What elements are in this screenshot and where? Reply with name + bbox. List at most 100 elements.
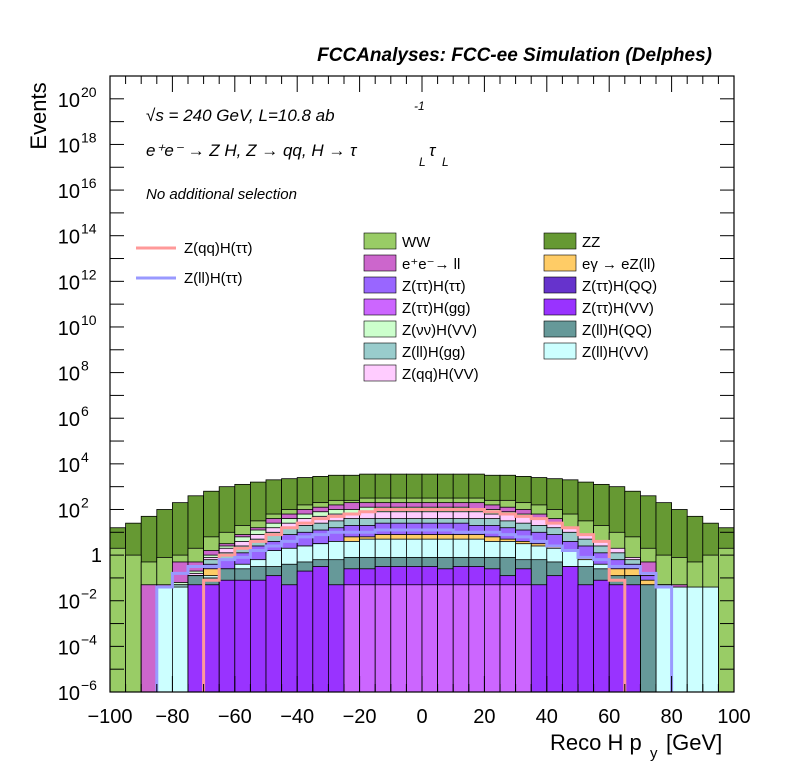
legend-swatch xyxy=(363,320,397,338)
x-axis-title-sub: y xyxy=(650,745,658,762)
y-tick-exponent: 4 xyxy=(81,449,89,465)
bar-Ztautau_HVV xyxy=(187,584,204,693)
bar-Ztautau_Hgg xyxy=(390,584,407,693)
y-tick-base: 10 xyxy=(58,364,80,386)
header-title: FCCAnalyses: FCC-ee Simulation (Delphes) xyxy=(317,45,712,66)
x-tick-label: −100 xyxy=(87,706,132,728)
legend-item-Ztautau_HVV: Z(ττ)H(VV) xyxy=(543,298,654,317)
x-tick-label: 0 xyxy=(416,706,427,728)
y-tick-exponent: 12 xyxy=(81,266,97,282)
y-tick-label: 10 2 xyxy=(58,494,89,522)
x-tick-label: 20 xyxy=(473,706,495,728)
y-axis-title: Events xyxy=(26,82,51,149)
y-tick-label: 10 8 xyxy=(58,358,89,386)
y-tick-exponent: 16 xyxy=(81,175,97,191)
legend-item-ZZ: ZZ xyxy=(543,232,600,251)
bar-Ztautau_HVV xyxy=(218,579,236,693)
y-tick-exponent: 10 xyxy=(81,312,97,328)
bar-Zll_HQQ xyxy=(640,584,657,693)
x-tick-label: −80 xyxy=(155,706,189,728)
bar-Ztautau_HVV xyxy=(296,570,314,693)
y-tick-exponent: 8 xyxy=(81,358,89,374)
y-tick-exponent: −4 xyxy=(81,631,97,647)
y-tick-base: 10 xyxy=(58,318,80,340)
y-tick-base: 10 xyxy=(58,135,80,157)
bar-Ztautau_HVV xyxy=(249,579,267,693)
y-tick-base: 10 xyxy=(58,90,80,112)
selection-note: No additional selection xyxy=(146,186,297,203)
legend-swatch xyxy=(543,342,577,360)
legend-label: Z(qq)H(ττ) xyxy=(184,240,253,257)
legend-swatch xyxy=(543,254,577,272)
bar-Ztautau_HVV xyxy=(608,584,626,693)
legend-label: WW xyxy=(402,234,431,251)
legend: Z(qq)H(ττ) Z(ll)H(ττ) WW ZZ e⁺e⁻→ ll eγ → eZ(… xyxy=(136,232,657,383)
bar-Zll_HVV xyxy=(156,586,173,693)
x-axis-title-unit: [GeV] xyxy=(666,730,722,755)
legend-label: e⁺e⁻→ ll xyxy=(402,256,460,273)
legend-item-ee_ll: e⁺e⁻→ ll xyxy=(363,254,460,273)
y-tick-label: 10 16 xyxy=(58,175,97,203)
legend-item-Zll_Hgg: Z(ll)H(gg) xyxy=(363,342,465,361)
y-tick-label: 10 −4 xyxy=(58,631,97,659)
y-tick-exponent: −2 xyxy=(81,586,97,602)
process-text: e⁺e⁻ → Z H, Z → qq, H → τ xyxy=(146,141,358,160)
x-tick-label: 100 xyxy=(717,706,750,728)
legend-item-Zqq_HVV: Z(qq)H(VV) xyxy=(363,364,479,383)
legend-swatch xyxy=(543,276,577,294)
legend-item-Zll_HVV: Z(ll)H(VV) xyxy=(543,342,649,361)
y-tick-label: 10 10 xyxy=(58,312,97,340)
bar-Ztautau_HVV xyxy=(203,584,220,693)
bar-Ztautau_HVV xyxy=(281,584,298,693)
y-tick-label: 10 −6 xyxy=(58,677,97,705)
bar-Ztautau_Hgg xyxy=(468,584,485,693)
bar-Ztautau_Hgg xyxy=(499,584,517,693)
legend-swatch xyxy=(363,276,397,294)
legend-item-WW: WW xyxy=(363,232,431,251)
bar-Zll_HVV xyxy=(671,586,688,693)
x-tick-label: −20 xyxy=(343,706,377,728)
energy-lumi-exponent: -1 xyxy=(414,99,425,113)
y-tick-base: 1 xyxy=(91,545,102,567)
y-tick-base: 10 xyxy=(58,683,80,705)
y-tick-base: 10 xyxy=(58,181,80,203)
legend-label: Z(ττ)H(ττ) xyxy=(402,278,466,295)
legend-swatch xyxy=(363,254,397,272)
y-tick-base: 10 xyxy=(58,227,80,249)
bar-Ztautau_HVV xyxy=(624,584,641,693)
bar-Ztautau_Hgg xyxy=(483,584,501,693)
legend-item-Ztautau_HQQ: Z(ττ)H(QQ) xyxy=(543,276,657,295)
legend-swatch xyxy=(363,232,397,250)
bar-Zll_HVV xyxy=(171,586,189,693)
bar-Ztautau_HVV xyxy=(530,584,548,693)
y-tick-base: 10 xyxy=(58,409,80,431)
legend-item-egamma: eγ → eZ(ll) xyxy=(543,254,655,273)
y-tick-exponent: 2 xyxy=(81,494,89,510)
bar-Ztautau_Hgg xyxy=(421,584,439,693)
bar-Zll_HVV xyxy=(686,586,704,693)
y-tick-exponent: 14 xyxy=(81,221,97,237)
legend-swatch xyxy=(543,298,577,316)
x-tick-label: 40 xyxy=(536,706,558,728)
legend-swatch xyxy=(543,232,577,250)
y-tick-label: 10 6 xyxy=(58,403,89,431)
bar-Ztautau_HVV xyxy=(546,575,563,693)
legend-label: Z(νν)H(VV) xyxy=(402,322,477,339)
legend-item-Ztautau_Htautau: Z(ττ)H(ττ) xyxy=(363,276,466,295)
bar-Ztautau_HVV xyxy=(593,579,610,693)
y-tick-label: 10 20 xyxy=(58,84,97,112)
stack-layer xyxy=(109,473,735,693)
y-tick-label: 1 xyxy=(91,545,102,567)
legend-item-sig_ll: Z(ll)H(ττ) xyxy=(136,270,243,287)
bar-Ztautau_Hgg xyxy=(359,584,376,693)
signal-line-sig_qq xyxy=(202,507,627,692)
legend-label: Z(ll)H(VV) xyxy=(582,344,649,361)
bar-Zll_HVV xyxy=(655,586,673,693)
legend-item-Znunu_HVV: Z(νν)H(VV) xyxy=(363,320,477,339)
bar-Ztautau_Hgg xyxy=(515,584,532,693)
x-tick-label: −60 xyxy=(218,706,252,728)
y-tick-exponent: 18 xyxy=(81,129,97,145)
bar-Ztautau_HVV xyxy=(562,566,579,693)
legend-item-Ztautau_Hgg: Z(ττ)H(gg) xyxy=(363,298,471,317)
